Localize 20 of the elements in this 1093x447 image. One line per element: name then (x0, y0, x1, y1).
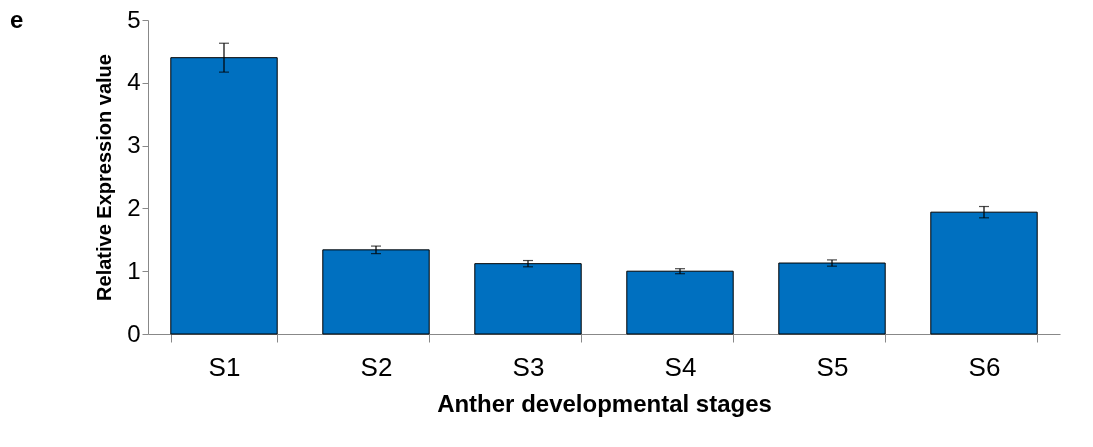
y-tick-label: 0 (127, 319, 141, 347)
bar (930, 211, 1038, 335)
bar (778, 262, 886, 335)
y-tick-label: 3 (127, 131, 141, 159)
x-tick-label: S2 (360, 351, 393, 382)
x-tick-label: S3 (512, 351, 545, 382)
text: e (10, 6, 24, 34)
x-tick-label: S6 (968, 351, 1001, 382)
y-tick-label: 4 (127, 68, 141, 96)
x-axis-title: Anther developmental stages (437, 389, 772, 417)
bar (322, 249, 430, 335)
y-tick-label: 1 (127, 256, 141, 284)
y-tick-label: 5 (127, 5, 141, 33)
y-axis-title: Relative Expression value (93, 54, 116, 301)
bar (474, 263, 582, 335)
bar (626, 270, 734, 335)
y-tick-label: 2 (127, 193, 141, 221)
x-tick-label: S4 (664, 351, 697, 382)
x-tick-label: S5 (816, 351, 849, 382)
x-tick-label: S1 (208, 351, 241, 382)
